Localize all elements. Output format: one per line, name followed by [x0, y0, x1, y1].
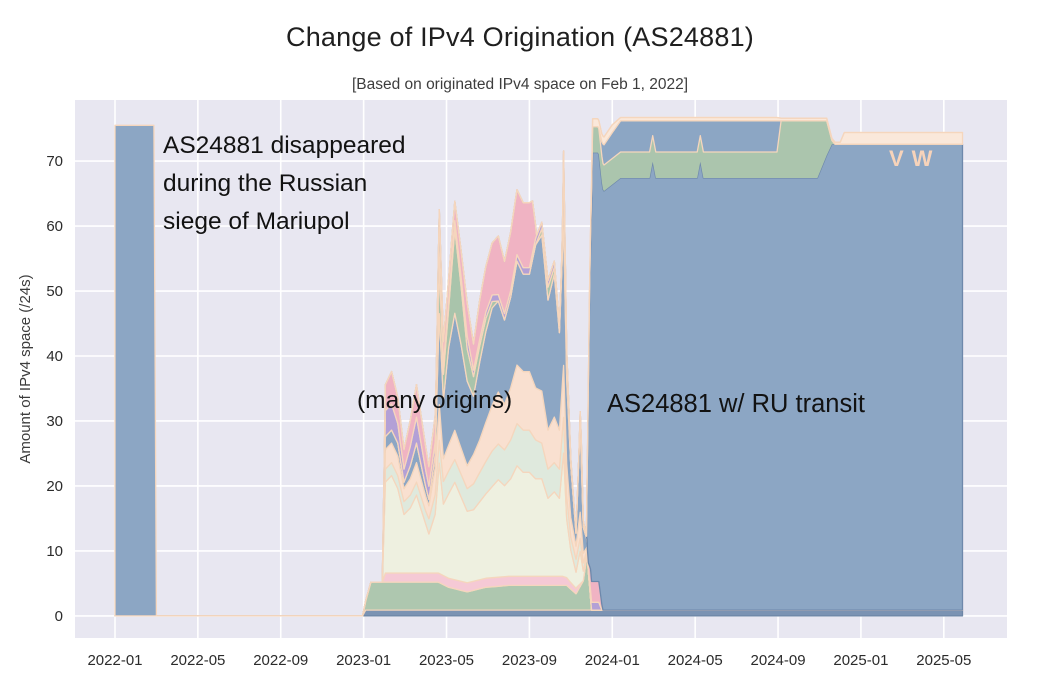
y-tick-label: 70 — [46, 153, 63, 170]
x-tick-label: 2023-01 — [336, 652, 391, 669]
y-tick-label: 40 — [46, 348, 63, 365]
y-tick-label: 10 — [46, 543, 63, 560]
annotation-disappeared: AS24881 disappeared during the Russian s… — [163, 132, 406, 235]
x-tick-label: 2024-01 — [585, 652, 640, 669]
x-tick-label: 2025-05 — [916, 652, 971, 669]
y-tick-label: 30 — [46, 413, 63, 430]
series-group — [114, 116, 964, 617]
x-tick-label: 2023-09 — [502, 652, 557, 669]
y-tick-label: 20 — [46, 478, 63, 495]
y-tick-label: 50 — [46, 283, 63, 300]
y-tick-label: 60 — [46, 218, 63, 235]
annotation-many-origins: (many origins) — [357, 387, 513, 414]
x-tick-label: 2025-01 — [833, 652, 888, 669]
annotation-vw-artifact: VW — [889, 146, 941, 171]
x-tick-label: 2023-05 — [419, 652, 474, 669]
chart-subtitle: [Based on originated IPv4 space on Feb 1… — [351, 76, 689, 93]
annotation-ru-transit: AS24881 w/ RU transit — [607, 390, 865, 418]
y-axis-label: Amount of IPv4 space (/24s) — [17, 274, 34, 463]
x-tick-label: 2024-05 — [668, 652, 723, 669]
y-tick-label: 0 — [55, 608, 63, 625]
x-tick-label: 2024-09 — [751, 652, 806, 669]
x-tick-label: 2022-05 — [170, 652, 225, 669]
x-tick-label: 2022-09 — [253, 652, 308, 669]
chart-title: Change of IPv4 Origination (AS24881) — [286, 22, 754, 52]
series-blue-bar-2022 — [114, 116, 964, 617]
x-tick-label: 2022-01 — [87, 652, 142, 669]
